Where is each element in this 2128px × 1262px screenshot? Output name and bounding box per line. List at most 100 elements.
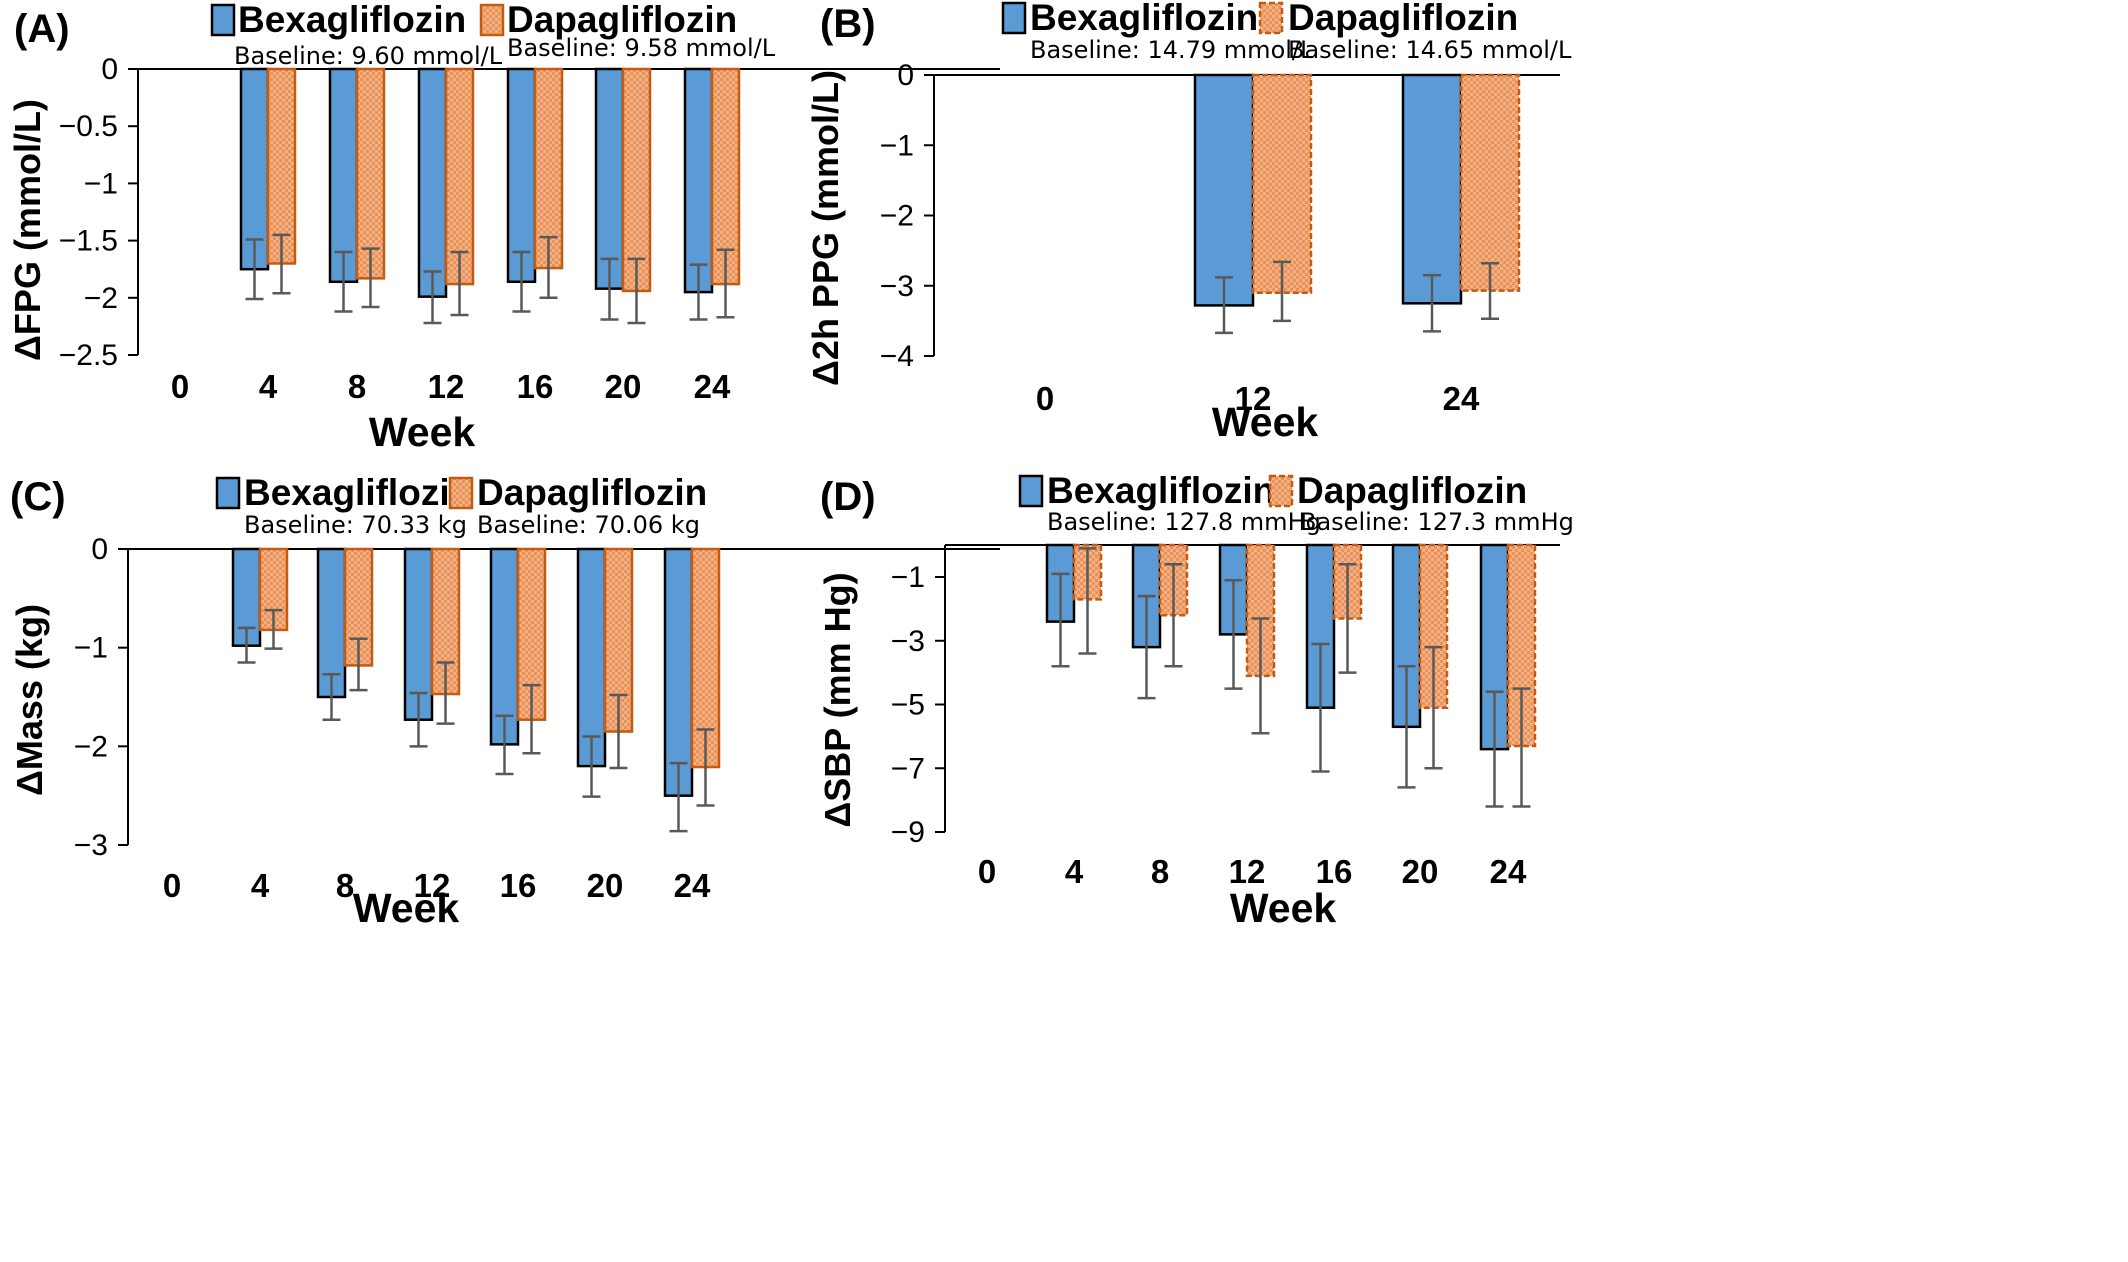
legend-label-dapagliflozin: Dapagliflozin <box>477 472 707 513</box>
y-tick-label: 0 <box>897 59 914 92</box>
dapagliflozin-bar <box>710 67 741 286</box>
y-tick-label: −2 <box>74 730 108 763</box>
y-tick-label: −3 <box>891 625 925 658</box>
chart-panel-d: (D) −1 −3 −5 −7 −9 0 4 8 12 16 20 24 Week ΔSBP (mm Hg)… <box>817 470 1574 931</box>
baseline-note: Baseline: 127.8 mmHg <box>1047 508 1321 536</box>
y-tick-label: −4 <box>880 340 914 373</box>
dapagliflozin-bar <box>355 67 386 280</box>
chart-panel-b: (B) 0 −1 −2 −3 −4 0 12 24 Week Δ2h PPG (mmol/L) Bex… <box>805 0 1572 445</box>
legend-label-bexagliflozin: Bexagliflozin <box>1030 0 1258 38</box>
dapagliflozin-bar <box>266 67 297 265</box>
y-tick-label: −3 <box>880 270 914 303</box>
y-axis-title: ΔFPG (mmol/L) <box>7 99 48 361</box>
x-tick-label: 16 <box>517 368 554 405</box>
y-tick-label: −1 <box>84 167 118 200</box>
legend-swatch-dapagliflozin <box>1258 1 1284 35</box>
legend-swatch-bexagliflozin <box>1018 474 1044 508</box>
legend-swatch-bexagliflozin <box>1001 1 1027 35</box>
y-tick-label: −2 <box>84 282 118 315</box>
bexagliflozin-bar <box>489 547 520 746</box>
bexagliflozin-bar <box>663 547 694 797</box>
panel-label: (D) <box>820 475 876 519</box>
y-tick-label: −1 <box>891 561 925 594</box>
x-tick-label: 8 <box>336 867 354 904</box>
chart-panel-c: (C) 0 −1 −2 −3 0 4 8 12 16 20 24 Week ΔMass (kg) Bexag… <box>9 472 1000 931</box>
legend-swatch-bexagliflozin <box>210 3 236 37</box>
bexagliflozin-bar <box>328 67 359 284</box>
x-axis-title: Week <box>1230 885 1337 931</box>
baseline-note: Baseline: 14.79 mmol/L <box>1030 36 1314 64</box>
baseline-note: Baseline: 9.58 mmol/L <box>507 34 776 62</box>
y-tick-label: −7 <box>891 752 925 785</box>
bexagliflozin-bar <box>576 547 607 768</box>
x-tick-label: 20 <box>587 867 624 904</box>
x-tick-label: 0 <box>978 853 996 890</box>
y-tick-label: 0 <box>91 533 108 566</box>
x-axis-title: Week <box>353 885 460 931</box>
legend-swatch-bexagliflozin <box>215 476 241 510</box>
panel-label: (A) <box>14 7 70 51</box>
bexagliflozin-bar <box>506 67 537 284</box>
x-tick-label: 4 <box>259 368 278 405</box>
legend-label-bexagliflozin: Bexagliflozin <box>1047 470 1275 511</box>
x-axis-title: Week <box>1212 399 1319 445</box>
y-tick-label: −1.5 <box>59 225 118 258</box>
baseline-note: Baseline: 127.3 mmHg <box>1300 508 1574 536</box>
y-tick-label: −3 <box>74 829 108 862</box>
y-tick-label: −5 <box>891 689 925 722</box>
legend-label-bexagliflozin: Bexagliflozin <box>238 0 466 40</box>
x-tick-label: 12 <box>414 867 451 904</box>
x-tick-label: 24 <box>1490 853 1527 890</box>
legend-label-bexagliflozin: Bexagliflozin <box>244 472 472 513</box>
y-tick-label: 0 <box>101 53 118 86</box>
x-tick-label: 24 <box>674 867 711 904</box>
baseline-note: Baseline: 70.06 kg <box>477 511 700 539</box>
legend-label-dapagliflozin: Dapagliflozin <box>507 0 737 40</box>
y-tick-label: −1 <box>74 632 108 665</box>
y-tick-label: −0.5 <box>59 110 118 143</box>
y-tick-label: −1 <box>880 129 914 162</box>
x-tick-label: 24 <box>694 368 731 405</box>
x-tick-label: 12 <box>428 368 465 405</box>
x-axis-title: Week <box>369 409 476 455</box>
legend-swatch-dapagliflozin <box>479 3 505 37</box>
dapagliflozin-bar <box>621 67 652 293</box>
bexagliflozin-bar <box>683 67 714 294</box>
x-tick-label: 0 <box>163 867 181 904</box>
x-tick-label: 24 <box>1443 380 1480 417</box>
legend-swatch-dapagliflozin <box>1268 474 1294 508</box>
panel-label: (B) <box>820 2 876 46</box>
baseline-note: Baseline: 9.60 mmol/L <box>234 42 503 70</box>
bexagliflozin-bar <box>1401 73 1463 305</box>
x-tick-label: 8 <box>1151 853 1169 890</box>
x-tick-label: 20 <box>1402 853 1439 890</box>
bexagliflozin-bar <box>417 67 448 298</box>
chart-panel-a: (A) 0 −0.5 −1 −1.5 −2 −2.5 0 4 8 12 16 20 24 Week ΔFPG … <box>7 0 1000 455</box>
bexagliflozin-bar <box>1193 73 1255 307</box>
dapagliflozin-bar <box>1459 73 1521 292</box>
y-axis-title: ΔMass (kg) <box>9 604 50 796</box>
y-tick-label: −2.5 <box>59 339 118 372</box>
x-tick-label: 4 <box>1065 853 1084 890</box>
x-tick-label: 20 <box>605 368 642 405</box>
dapagliflozin-bar <box>1251 73 1313 295</box>
baseline-note: Baseline: 14.65 mmol/L <box>1288 36 1572 64</box>
x-tick-label: 8 <box>348 368 366 405</box>
x-tick-label: 0 <box>1036 380 1054 417</box>
y-tick-label: −2 <box>880 200 914 233</box>
panel-label: (C) <box>10 475 66 519</box>
y-tick-label: −9 <box>891 816 925 849</box>
x-tick-label: 12 <box>1235 380 1272 417</box>
x-tick-label: 4 <box>251 867 270 904</box>
x-tick-label: 12 <box>1229 853 1266 890</box>
y-axis-title: Δ2h PPG (mmol/L) <box>805 70 846 386</box>
baseline-note: Baseline: 70.33 kg <box>244 511 467 539</box>
x-tick-label: 0 <box>171 368 189 405</box>
y-axis-title: ΔSBP (mm Hg) <box>817 572 858 827</box>
legend-label-dapagliflozin: Dapagliflozin <box>1297 470 1527 511</box>
legend-label-dapagliflozin: Dapagliflozin <box>1288 0 1518 38</box>
x-tick-label: 16 <box>500 867 537 904</box>
bexagliflozin-bar <box>239 67 270 271</box>
x-tick-label: 16 <box>1316 853 1353 890</box>
